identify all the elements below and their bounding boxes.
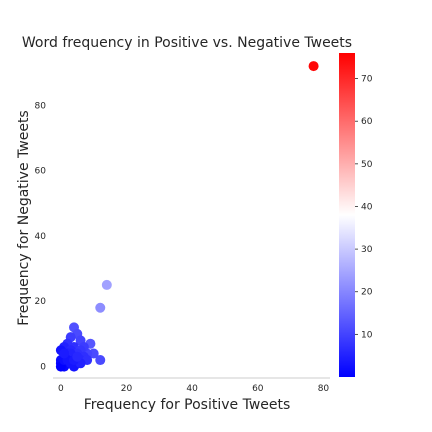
colorbar-tick-label: 50 [361,160,373,170]
colorbar-tick-label: 20 [361,288,373,298]
y-tick-label: 80 [35,101,47,111]
x-tick-label: 20 [121,384,133,394]
x-tick-label: 60 [252,384,264,394]
colorbar-tick-label: 40 [361,202,373,212]
data-point [95,302,106,313]
x-tick-label: 0 [58,384,64,394]
colorbar-tick-label: 70 [361,75,373,85]
colorbar-tick-label: 10 [361,330,373,340]
y-tick-label: 20 [35,297,47,307]
y-tick-label: 40 [35,232,47,242]
x-ticks: 0 20 40 60 80 [58,384,329,394]
data-point [308,61,319,72]
chart-title: Word frequency in Positive vs. Negative … [22,35,352,51]
y-tick-label: 60 [35,167,47,177]
x-axis-label: Frequency for Positive Tweets [84,397,291,413]
data-point [101,279,112,290]
data-point [95,355,106,366]
x-tick-label: 80 [318,384,330,394]
y-tick-label: 0 [40,363,46,373]
colorbar-ticks: 10 20 30 40 50 60 70 [355,75,373,340]
colorbar-tick-label: 30 [361,245,373,255]
data-point [59,348,70,359]
y-ticks: 0 20 40 60 80 [35,101,47,372]
colorbar-tick-label: 60 [361,117,373,127]
colorbar [339,53,355,377]
x-tick-label: 40 [186,384,198,394]
data-point [72,351,83,362]
data-points [55,61,319,372]
y-axis-label: Frequency for Negative Tweets [16,110,32,325]
